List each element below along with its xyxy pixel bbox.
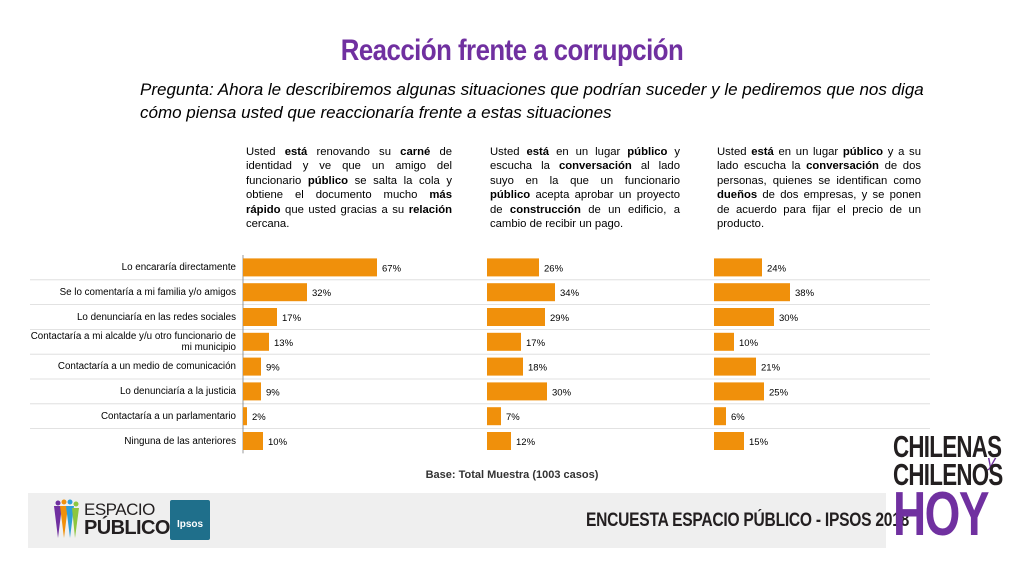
bar-s1-8 — [243, 432, 263, 450]
data-label-s3-3: 30% — [779, 313, 799, 324]
data-label-s3-4: 10% — [739, 338, 759, 349]
data-label-s1-6: 9% — [266, 387, 280, 398]
publico-logo-text: PÚBLICO — [84, 517, 170, 539]
espacio-publico-logo-icon — [54, 499, 79, 538]
bar-s1-7 — [243, 407, 247, 426]
category-label: Contactaría a mi alcalde y/u otro funcio… — [30, 330, 236, 353]
data-label-s2-6: 30% — [552, 387, 572, 398]
espacio-logo-text: ESPACIO — [84, 500, 155, 519]
category-label: Lo denunciaría en las redes sociales — [76, 311, 236, 323]
data-label-s1-5: 9% — [266, 363, 280, 374]
bar-s1-1 — [243, 258, 377, 277]
bar-s3-1 — [714, 258, 762, 277]
category-label: Lo encararía directamente — [121, 261, 236, 273]
data-label-s1-2: 32% — [312, 288, 332, 299]
scenario-2-text: Usted está en un lugar público y escucha… — [490, 146, 681, 231]
data-label-s1-3: 17% — [282, 313, 302, 324]
survey-title: ENCUESTA ESPACIO PÚBLICO - IPSOS 2018 — [586, 510, 910, 531]
bar-s3-7 — [714, 407, 726, 426]
data-label-s3-2: 38% — [795, 288, 815, 299]
data-label-s2-8: 12% — [516, 437, 536, 448]
bar-s2-6 — [487, 382, 547, 401]
data-label-s2-3: 29% — [550, 313, 570, 324]
brand-chilenos: CHILENOS — [893, 457, 1003, 492]
bar-s2-2 — [487, 283, 555, 302]
data-label-s3-6: 25% — [769, 387, 789, 398]
category-label: Lo denunciaría a la justicia — [119, 385, 236, 397]
data-label-s2-7: 7% — [506, 412, 520, 423]
bar-s1-5 — [243, 357, 261, 376]
bar-s1-6 — [243, 382, 261, 401]
data-label-s2-2: 34% — [560, 288, 580, 299]
data-label-s2-5: 18% — [528, 363, 548, 374]
bar-s3-8 — [714, 432, 744, 450]
scenario-1-text: Usted está renovando su carné de identid… — [246, 146, 453, 231]
bar-s3-6 — [714, 382, 764, 401]
category-label: Ninguna de las anteriores — [124, 435, 236, 447]
data-label-s3-7: 6% — [731, 412, 745, 423]
bar-s3-2 — [714, 283, 790, 302]
data-label-s1-4: 13% — [274, 338, 294, 349]
data-label-s3-8: 15% — [749, 437, 769, 448]
scenario-3-text: Usted está en un lugar público y a su la… — [717, 146, 922, 231]
bar-s2-4 — [487, 332, 521, 351]
page-title: Reacción frente a corrupción — [340, 34, 684, 67]
bar-s1-4 — [243, 332, 269, 351]
bar-s2-5 — [487, 357, 523, 376]
data-label-s3-5: 21% — [761, 363, 781, 374]
bar-s3-3 — [714, 308, 774, 326]
bar-s1-2 — [243, 283, 307, 302]
base-note: Base: Total Muestra (1003 casos) — [425, 469, 599, 481]
brand-y: y — [987, 452, 996, 471]
data-label-s1-7: 2% — [252, 412, 266, 423]
data-label-s1-1: 67% — [382, 263, 402, 274]
data-label-s2-1: 26% — [544, 263, 564, 274]
brand-hoy: HOY — [893, 480, 989, 549]
bar-s3-5 — [714, 357, 756, 376]
bar-s2-8 — [487, 432, 511, 450]
bar-s2-1 — [487, 258, 539, 277]
brand-chilenas: CHILENAS — [893, 429, 1002, 464]
ipsos-logo — [170, 500, 210, 540]
data-label-s1-8: 10% — [268, 437, 288, 448]
ipsos-logo-text: Ipsos — [176, 519, 204, 530]
category-label: Contactaría a un medio de comunicación — [57, 361, 236, 373]
bar-s2-7 — [487, 407, 501, 426]
data-label-s2-4: 17% — [526, 338, 546, 349]
category-label: Contactaría a un parlamentario — [100, 410, 236, 422]
bar-s1-3 — [243, 308, 277, 326]
category-label: Se lo comentaría a mi familia y/o amigos — [59, 286, 236, 298]
question-text: Pregunta: Ahora le describiremos algunas… — [140, 80, 924, 122]
bar-s2-3 — [487, 308, 545, 326]
data-label-s3-1: 24% — [767, 263, 787, 274]
bar-s3-4 — [714, 332, 734, 351]
